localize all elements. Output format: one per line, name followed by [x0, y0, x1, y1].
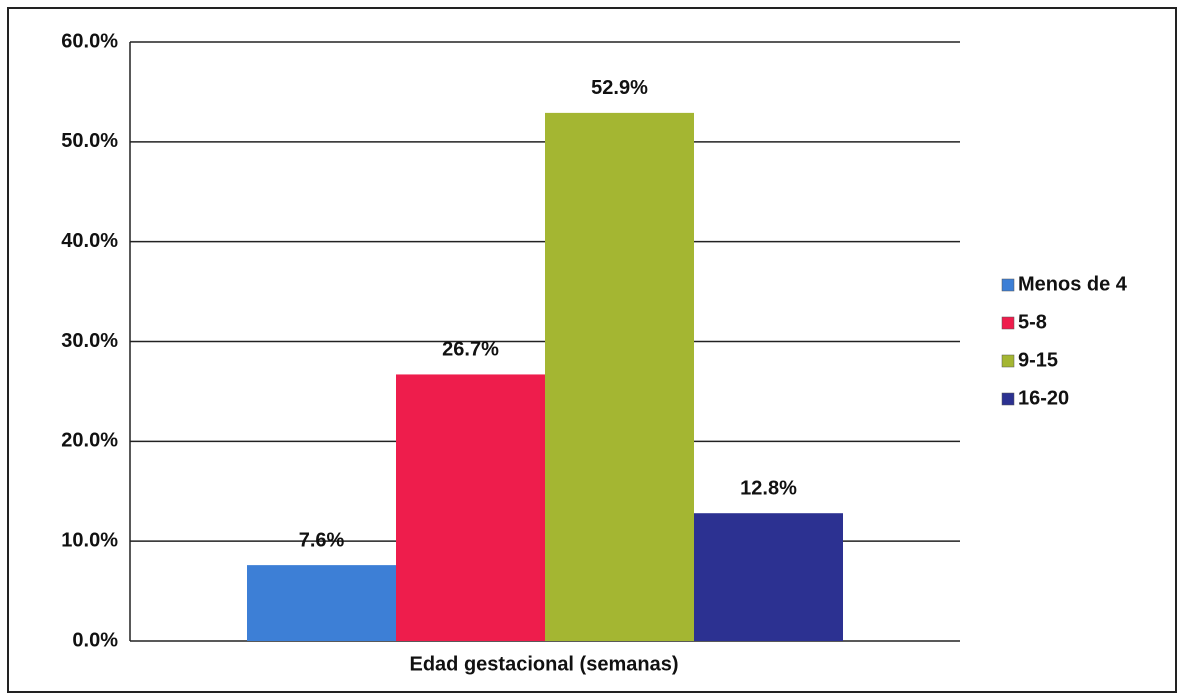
data-label: 26.7% [442, 339, 499, 361]
bar [396, 374, 545, 641]
y-tick-label: 30.0% [61, 330, 118, 352]
legend-label: 5-8 [1018, 311, 1047, 333]
x-axis-label: Edad gestacional (semanas) [410, 653, 679, 675]
legend-label: 16-20 [1018, 387, 1069, 409]
legend-swatch [1001, 278, 1015, 292]
legend-swatch [1001, 392, 1015, 406]
data-label: 52.9% [591, 77, 648, 99]
legend-swatch [1001, 354, 1015, 368]
y-tick-label: 0.0% [72, 629, 118, 651]
data-label: 7.6% [299, 529, 345, 551]
bar [545, 112, 694, 642]
y-tick-label: 50.0% [61, 130, 118, 152]
bar [694, 513, 843, 641]
legend-label: 9-15 [1018, 349, 1058, 371]
data-label: 12.8% [740, 477, 797, 499]
y-tick-label: 40.0% [61, 230, 118, 252]
legend-swatch [1001, 316, 1015, 330]
legend-label: Menos de 4 [1018, 273, 1128, 295]
y-tick-label: 10.0% [61, 529, 118, 551]
y-tick-label: 20.0% [61, 430, 118, 452]
bar [247, 565, 396, 641]
y-tick-label: 60.0% [61, 30, 118, 52]
